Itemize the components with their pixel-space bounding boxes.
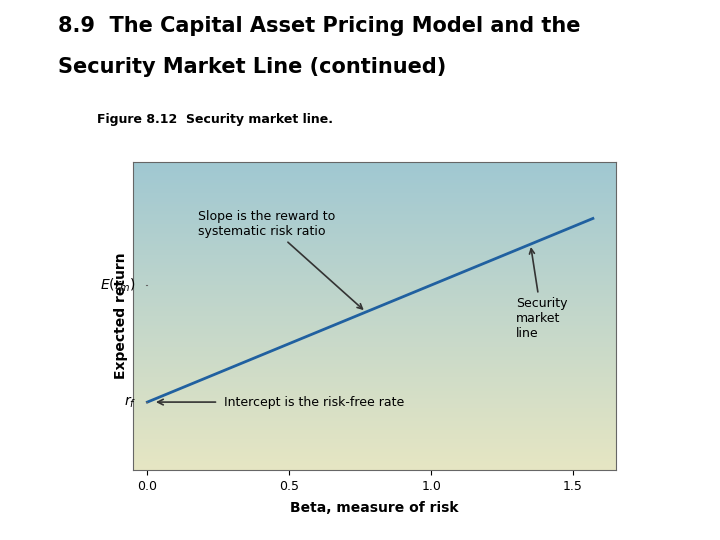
Text: Security Market Line (continued): Security Market Line (continued) [58, 57, 446, 77]
X-axis label: Beta, measure of risk: Beta, measure of risk [290, 501, 459, 515]
Text: $E(r_m)$: $E(r_m)$ [100, 276, 136, 294]
Y-axis label: Expected return: Expected return [114, 253, 127, 379]
Text: Security
market
line: Security market line [516, 249, 568, 340]
Text: 8.9  The Capital Asset Pricing Model and the: 8.9 The Capital Asset Pricing Model and … [58, 16, 580, 36]
Text: $r_f$: $r_f$ [124, 394, 136, 410]
Text: Slope is the reward to
systematic risk ratio: Slope is the reward to systematic risk r… [199, 210, 362, 309]
Text: Intercept is the risk-free rate: Intercept is the risk-free rate [224, 396, 404, 409]
Text: Figure 8.12  Security market line.: Figure 8.12 Security market line. [97, 113, 333, 126]
